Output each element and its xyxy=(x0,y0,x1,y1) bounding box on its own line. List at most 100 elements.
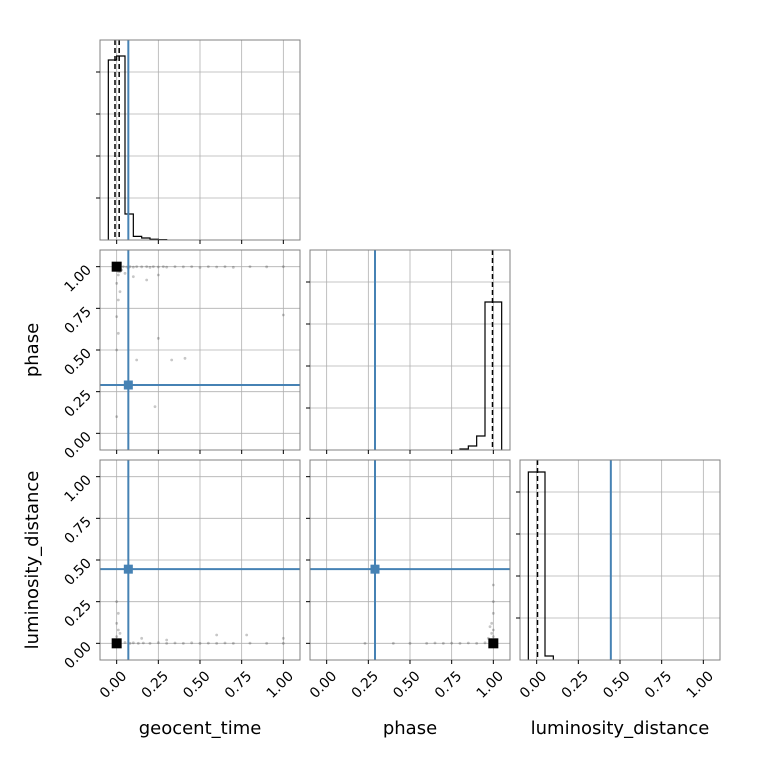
x-tick-label: 0.00 xyxy=(517,668,550,701)
sample-point xyxy=(475,641,479,645)
sample-point xyxy=(165,638,169,642)
sample-point xyxy=(116,628,120,632)
sample-point xyxy=(206,641,210,645)
sample-point xyxy=(231,265,235,269)
sample-point xyxy=(131,275,135,279)
sample-point xyxy=(153,405,157,409)
truth-marker xyxy=(123,380,133,390)
sample-point xyxy=(265,641,269,645)
y-axis-title-phase: phase xyxy=(22,323,43,377)
sample-point xyxy=(115,621,119,625)
sample-point xyxy=(115,348,119,352)
sample-point xyxy=(123,271,127,275)
sample-point xyxy=(231,641,235,645)
sample-point xyxy=(433,641,437,645)
sample-point xyxy=(116,611,120,615)
sample-point xyxy=(121,265,125,269)
sample-point xyxy=(215,641,219,645)
sample-point xyxy=(141,641,145,645)
sample-point xyxy=(391,641,395,645)
sample-point xyxy=(115,315,119,319)
sample-point xyxy=(466,641,470,645)
x-tick-label: 0.25 xyxy=(559,668,592,701)
sample-point xyxy=(215,633,219,637)
y-tick-label: 0.50 xyxy=(61,556,94,589)
sample-point xyxy=(173,265,177,269)
sample-point xyxy=(223,641,227,645)
sample-point xyxy=(140,636,144,640)
truth-marker xyxy=(123,564,133,574)
x-tick-label: 1.00 xyxy=(684,668,717,701)
x-axis-title-luminosity_distance: luminosity_distance xyxy=(531,718,710,739)
density-peak xyxy=(488,638,499,649)
sample-point xyxy=(491,628,495,632)
sample-point xyxy=(148,265,152,269)
text-layer: 0.00 0.25 0.50 0.75 1.00 0.00 0.25 0.50 0.75 1.00… xyxy=(22,262,717,739)
sample-point xyxy=(115,600,119,604)
x-tick-label: 0.75 xyxy=(432,668,465,701)
sample-point xyxy=(490,621,494,625)
sample-point xyxy=(190,265,194,269)
sample-point xyxy=(281,313,285,317)
sample-point xyxy=(265,265,269,269)
sample-point xyxy=(425,641,429,645)
sample-point xyxy=(245,633,249,637)
y-tick-label: 0.75 xyxy=(61,304,94,337)
x-tick-label: 1.00 xyxy=(474,668,507,701)
sample-point xyxy=(198,266,202,269)
y-tick-label: 0.75 xyxy=(61,514,94,547)
sample-point xyxy=(118,290,122,294)
sample-point xyxy=(135,265,139,269)
sample-point xyxy=(156,336,160,340)
sample-point xyxy=(135,358,139,362)
x-axis-title-geocent_time: geocent_time xyxy=(139,718,262,739)
sample-point xyxy=(483,641,487,645)
sample-point xyxy=(148,641,152,645)
x-axis-title-phase: phase xyxy=(383,718,437,739)
sample-point xyxy=(115,281,119,285)
sample-point xyxy=(458,641,462,645)
sample-point xyxy=(408,641,412,645)
sample-point xyxy=(181,265,185,269)
sample-point xyxy=(116,331,120,335)
x-tick-label: 0.25 xyxy=(139,668,172,701)
histogram-phase xyxy=(459,301,503,450)
x-tick-label: 0.50 xyxy=(600,668,633,701)
sample-point xyxy=(488,625,492,629)
sample-point xyxy=(248,641,252,645)
truth-marker xyxy=(370,564,380,574)
x-tick-label: 1.00 xyxy=(264,668,297,701)
sample-point xyxy=(281,641,285,645)
sample-point xyxy=(183,356,187,360)
grid-layer xyxy=(100,40,720,660)
sample-point xyxy=(156,265,160,269)
density-peak xyxy=(111,261,122,272)
y-tick-label: 0.25 xyxy=(61,597,94,630)
x-tick-label: 0.00 xyxy=(97,668,130,701)
sample-point xyxy=(441,641,445,645)
sample-point xyxy=(145,265,149,269)
y-axis-title-luminosity_distance: luminosity_distance xyxy=(22,471,43,650)
sample-point xyxy=(131,641,135,645)
sample-point xyxy=(145,278,149,282)
x-tick-label: 0.50 xyxy=(390,668,423,701)
sample-point xyxy=(115,415,119,419)
sample-point xyxy=(170,358,174,362)
sample-point xyxy=(491,600,495,604)
y-tick-label: 1.00 xyxy=(61,262,94,295)
sample-point xyxy=(156,273,160,277)
sample-point xyxy=(115,635,119,639)
x-tick-label: 0.50 xyxy=(180,668,213,701)
frame-layer xyxy=(96,39,721,664)
histogram-luminosity_distance xyxy=(527,471,554,660)
sample-point xyxy=(165,265,169,269)
y-tick-label: 0.50 xyxy=(61,346,94,379)
x-tick-label: 0.25 xyxy=(349,668,382,701)
x-tick-label: 0.75 xyxy=(642,668,675,701)
y-tick-label: 0.25 xyxy=(61,387,94,420)
x-tick-label: 0.00 xyxy=(307,668,340,701)
sample-point xyxy=(140,265,144,269)
sample-point xyxy=(363,641,367,645)
sample-point xyxy=(190,641,194,645)
